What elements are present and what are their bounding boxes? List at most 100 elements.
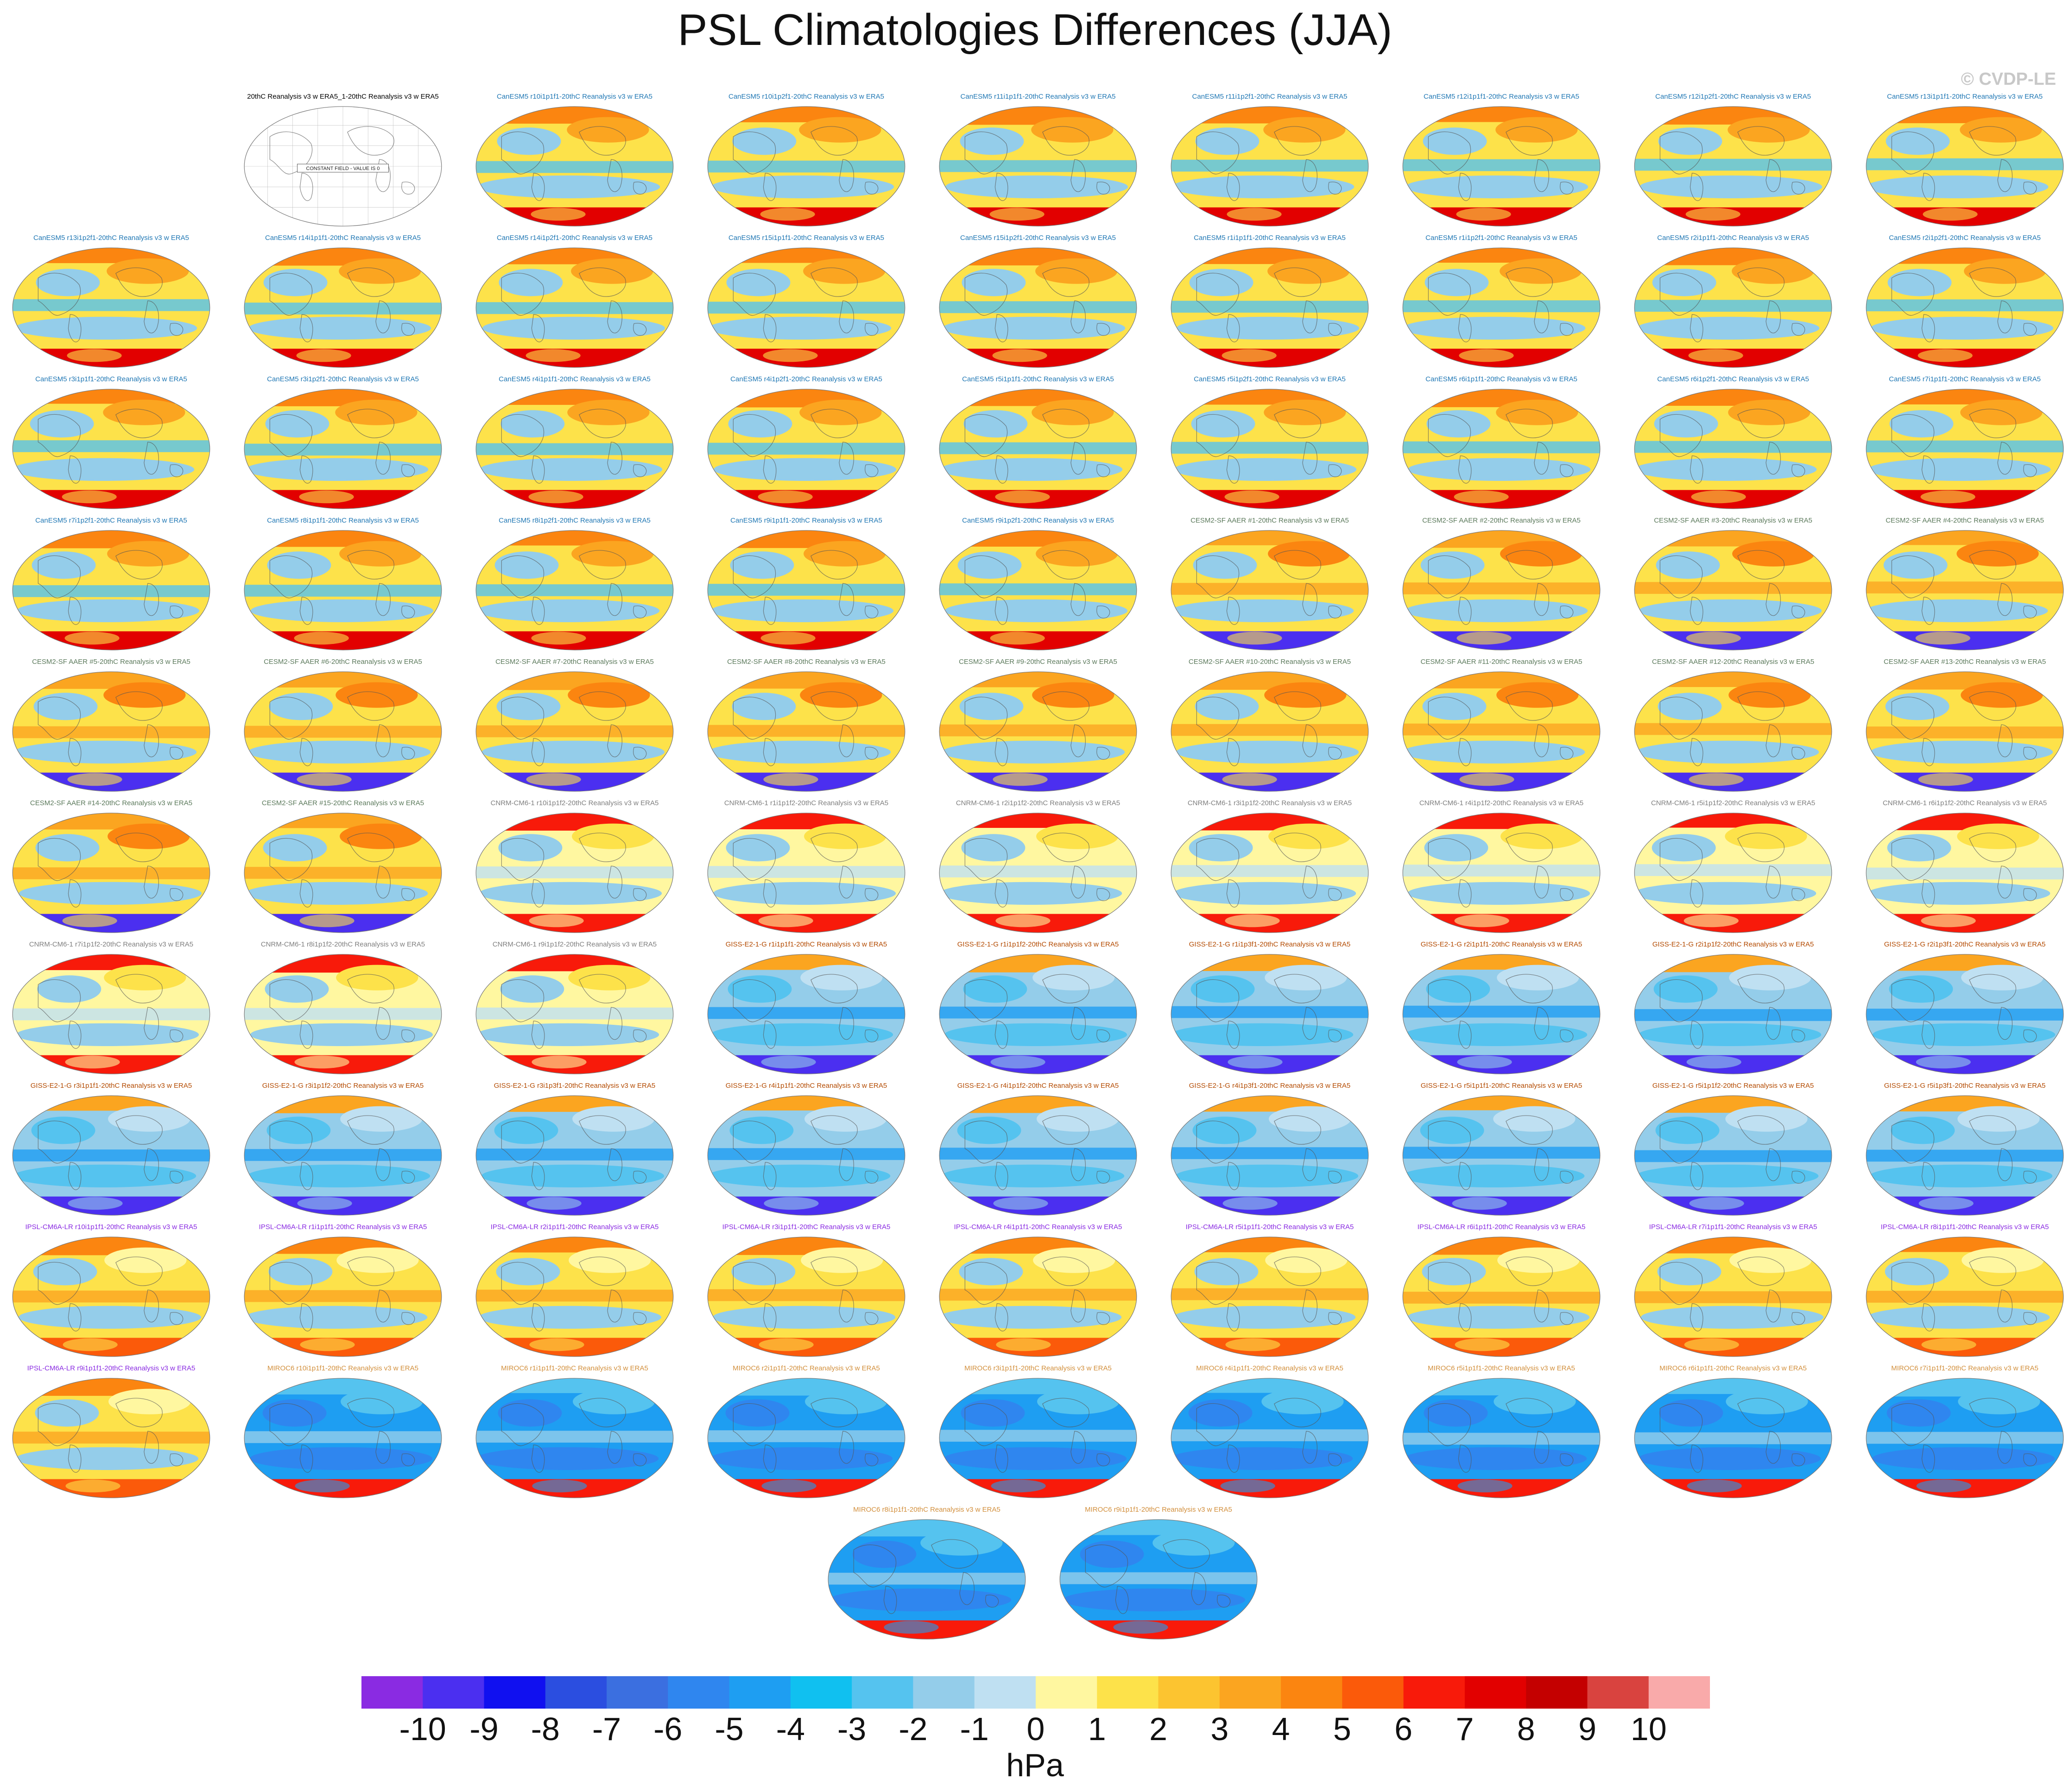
map-panel: MIROC6 r3i1p1f1-20thC Reanalysis v3 w ER… bbox=[927, 1364, 1149, 1503]
map-panel-plot bbox=[473, 1235, 676, 1358]
map-panel: CanESM5 r1i1p2f1-20thC Reanalysis v3 w E… bbox=[1390, 234, 1613, 373]
map-panel-title: MIROC6 r10i1p1f1-20thC Reanalysis v3 w E… bbox=[267, 1364, 418, 1372]
colorbar-units-label: hPa bbox=[1006, 1747, 1064, 1783]
map-panel-plot bbox=[473, 105, 676, 228]
map-panel: CESM2-SF AAER #4-20thC Reanalysis v3 w E… bbox=[1854, 517, 2070, 656]
map-panel-plot bbox=[937, 1376, 1139, 1500]
map-panel-title: CESM2-SF AAER #6-20thC Reanalysis v3 w E… bbox=[264, 658, 422, 666]
map-panel-plot bbox=[937, 670, 1139, 793]
map-panel-title: IPSL-CM6A-LR r7i1p1f1-20thC Reanalysis v… bbox=[1649, 1223, 1817, 1231]
map-panel-plot bbox=[473, 670, 676, 793]
map-panel: CNRM-CM6-1 r5i1p1f2-20thC Reanalysis v3 … bbox=[1622, 799, 1844, 938]
map-panel-title: CanESM5 r15i1p2f1-20thC Reanalysis v3 w … bbox=[960, 234, 1116, 242]
map-panel: CanESM5 r3i1p1f1-20thC Reanalysis v3 w E… bbox=[0, 375, 222, 514]
map-panel-plot: CONSTANT FIELD - VALUE IS 0 bbox=[241, 105, 444, 228]
map-panel: IPSL-CM6A-LR r1i1p1f1-20thC Reanalysis v… bbox=[232, 1223, 454, 1362]
map-panel-title: MIROC6 r2i1p1f1-20thC Reanalysis v3 w ER… bbox=[733, 1364, 880, 1372]
map-panel: GISS-E2-1-G r3i1p1f1-20thC Reanalysis v3… bbox=[0, 1082, 222, 1221]
colorbar-tick-labels: -10 -9 -8 -7 -6 -5 -4 -3 -2 -1 0 1 2 3 4 5 6 7 8 9 10 bbox=[361, 1710, 1710, 1752]
colorbar-tick-label: -2 bbox=[899, 1711, 928, 1747]
map-panel: IPSL-CM6A-LR r2i1p1f1-20thC Reanalysis v… bbox=[463, 1223, 686, 1362]
colorbar-bin bbox=[729, 1676, 791, 1709]
colorbar-tick-label: -7 bbox=[592, 1711, 621, 1747]
map-panel-title: CESM2-SF AAER #4-20thC Reanalysis v3 w E… bbox=[1886, 517, 2044, 524]
colorbar-bin bbox=[1158, 1676, 1220, 1709]
colorbar-bin bbox=[1648, 1676, 1710, 1709]
map-panel-title: CanESM5 r1i1p2f1-20thC Reanalysis v3 w E… bbox=[1425, 234, 1577, 242]
map-panel-plot bbox=[473, 246, 676, 369]
map-panel-plot bbox=[241, 953, 444, 1076]
map-panel-plot bbox=[241, 246, 444, 369]
colorbar-bin bbox=[1587, 1676, 1649, 1709]
map-panel-title: CanESM5 r6i1p1f1-20thC Reanalysis v3 w E… bbox=[1425, 375, 1577, 383]
map-panel-title: CESM2-SF AAER #12-20thC Reanalysis v3 w … bbox=[1652, 658, 1815, 666]
map-panel-title: CanESM5 r8i1p1f1-20thC Reanalysis v3 w E… bbox=[267, 517, 419, 524]
map-panel-title: CanESM5 r4i1p2f1-20thC Reanalysis v3 w E… bbox=[730, 375, 882, 383]
map-panel-title: MIROC6 r9i1p1f1-20thC Reanalysis v3 w ER… bbox=[1085, 1506, 1232, 1514]
map-panel-title: CanESM5 r2i1p2f1-20thC Reanalysis v3 w E… bbox=[1889, 234, 2041, 242]
map-panel-title: GISS-E2-1-G r3i1p1f1-20thC Reanalysis v3… bbox=[30, 1082, 192, 1090]
map-panel-title: CanESM5 r1i1p1f1-20thC Reanalysis v3 w E… bbox=[1194, 234, 1346, 242]
map-panel-title: CNRM-CM6-1 r8i1p1f2-20thC Reanalysis v3 … bbox=[260, 940, 425, 948]
map-panel-title: CanESM5 r14i1p2f1-20thC Reanalysis v3 w … bbox=[497, 234, 652, 242]
map-panel: GISS-E2-1-G r3i1p1f2-20thC Reanalysis v3… bbox=[232, 1082, 454, 1221]
map-panel-title: CanESM5 r9i1p2f1-20thC Reanalysis v3 w E… bbox=[962, 517, 1114, 524]
map-panel: GISS-E2-1-G r4i1p3f1-20thC Reanalysis v3… bbox=[1158, 1082, 1381, 1221]
map-panel-plot bbox=[10, 529, 213, 652]
map-panel: CanESM5 r1i1p1f1-20thC Reanalysis v3 w E… bbox=[1158, 234, 1381, 373]
map-panel-plot bbox=[705, 1376, 908, 1500]
map-panel: CESM2-SF AAER #7-20thC Reanalysis v3 w E… bbox=[463, 658, 686, 797]
map-panel-title: CanESM5 r13i1p1f1-20thC Reanalysis v3 w … bbox=[1887, 93, 2043, 101]
map-panel: GISS-E2-1-G r2i1p1f2-20thC Reanalysis v3… bbox=[1622, 940, 1844, 1079]
map-panel: IPSL-CM6A-LR r8i1p1f1-20thC Reanalysis v… bbox=[1854, 1223, 2070, 1362]
map-panel-plot bbox=[937, 246, 1139, 369]
colorbar-tick-label: 7 bbox=[1456, 1711, 1474, 1747]
map-panel-plot bbox=[1400, 1376, 1603, 1500]
map-panel-title: IPSL-CM6A-LR r10i1p1f1-20thC Reanalysis … bbox=[25, 1223, 197, 1231]
colorbar-tick-label: 2 bbox=[1149, 1711, 1167, 1747]
map-panel-plot bbox=[10, 1376, 213, 1500]
map-panel: MIROC6 r2i1p1f1-20thC Reanalysis v3 w ER… bbox=[695, 1364, 918, 1503]
colorbar-tick-label: 1 bbox=[1088, 1711, 1106, 1747]
map-panel-plot bbox=[1863, 953, 2066, 1076]
map-panel-title: CNRM-CM6-1 r4i1p1f2-20thC Reanalysis v3 … bbox=[1419, 799, 1584, 807]
map-panel: CanESM5 r5i1p2f1-20thC Reanalysis v3 w E… bbox=[1158, 375, 1381, 514]
colorbar bbox=[361, 1676, 1710, 1709]
map-panel-plot bbox=[473, 529, 676, 652]
map-panel-title: CanESM5 r10i1p2f1-20thC Reanalysis v3 w … bbox=[728, 93, 884, 101]
map-panel-title: CanESM5 r13i1p2f1-20thC Reanalysis v3 w … bbox=[33, 234, 189, 242]
map-panel-title: CNRM-CM6-1 r7i1p1f2-20thC Reanalysis v3 … bbox=[29, 940, 194, 948]
colorbar-tick-label: 10 bbox=[1630, 1711, 1667, 1747]
map-panel-plot bbox=[937, 105, 1139, 228]
map-panel: CanESM5 r13i1p2f1-20thC Reanalysis v3 w … bbox=[0, 234, 222, 373]
map-panel-title: CESM2-SF AAER #14-20thC Reanalysis v3 w … bbox=[30, 799, 193, 807]
map-panel-plot bbox=[1400, 105, 1603, 228]
colorbar-bin bbox=[852, 1676, 913, 1709]
map-panel-title: CanESM5 r9i1p1f1-20thC Reanalysis v3 w E… bbox=[730, 517, 882, 524]
map-panel-title: CanESM5 r2i1p1f1-20thC Reanalysis v3 w E… bbox=[1657, 234, 1809, 242]
map-panel-title: GISS-E2-1-G r3i1p1f2-20thC Reanalysis v3… bbox=[262, 1082, 424, 1090]
map-panel-plot bbox=[10, 1235, 213, 1358]
map-panel: CanESM5 r4i1p1f1-20thC Reanalysis v3 w E… bbox=[463, 375, 686, 514]
map-panel-title: GISS-E2-1-G r4i1p3f1-20thC Reanalysis v3… bbox=[1189, 1082, 1351, 1090]
colorbar-tick-label: -8 bbox=[531, 1711, 560, 1747]
map-panel-plot bbox=[473, 1094, 676, 1217]
map-panel-title: CESM2-SF AAER #2-20thC Reanalysis v3 w E… bbox=[1422, 517, 1581, 524]
colorbar-bin bbox=[1526, 1676, 1588, 1709]
colorbar-tick-label: 8 bbox=[1517, 1711, 1535, 1747]
map-panel-plot bbox=[937, 811, 1139, 934]
map-panel-plot bbox=[1168, 1094, 1371, 1217]
map-panel-plot bbox=[473, 811, 676, 934]
map-panel-plot bbox=[1863, 529, 2066, 652]
map-panel-plot bbox=[1632, 1376, 1835, 1500]
colorbar-tick-label: 4 bbox=[1272, 1711, 1290, 1747]
figure-title: PSL Climatologies Differences (JJA) bbox=[677, 5, 1393, 55]
map-panel-plot bbox=[241, 1235, 444, 1358]
map-panel-plot bbox=[1863, 1094, 2066, 1217]
map-panel-plot bbox=[1863, 246, 2066, 369]
map-panel-title: CESM2-SF AAER #15-20thC Reanalysis v3 w … bbox=[261, 799, 424, 807]
colorbar-bin bbox=[1219, 1676, 1281, 1709]
map-panel-title: CESM2-SF AAER #13-20thC Reanalysis v3 w … bbox=[1883, 658, 2046, 666]
map-panel-plot bbox=[705, 1235, 908, 1358]
map-panel: IPSL-CM6A-LR r4i1p1f1-20thC Reanalysis v… bbox=[927, 1223, 1149, 1362]
